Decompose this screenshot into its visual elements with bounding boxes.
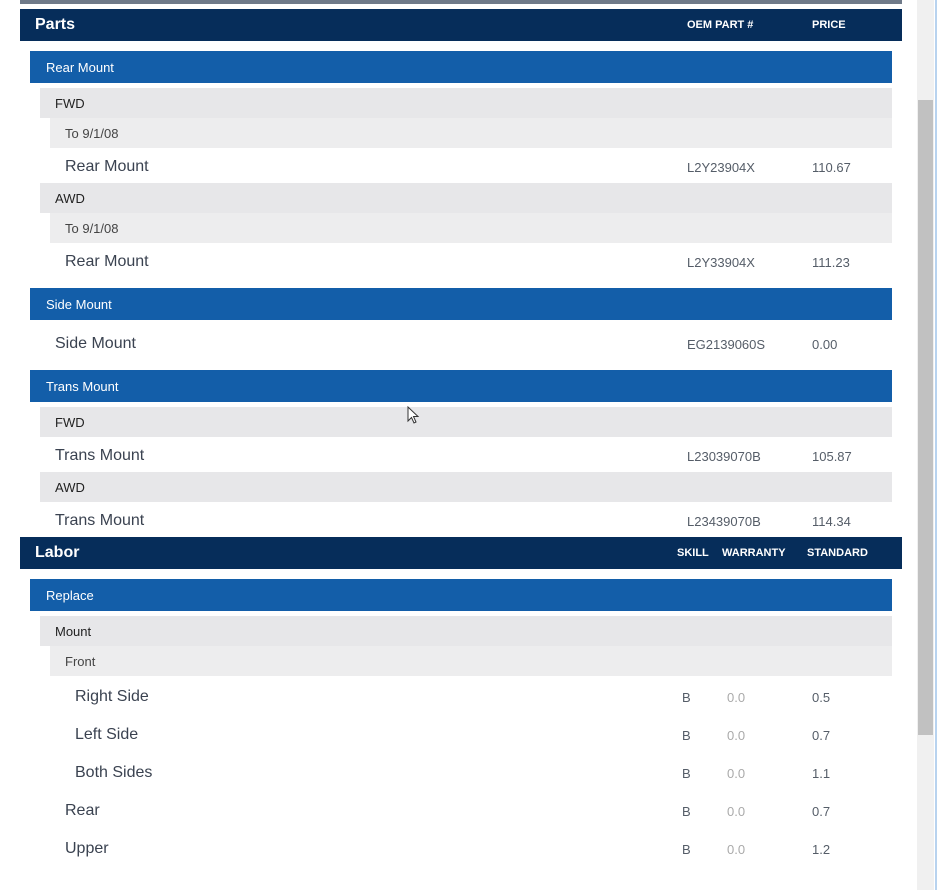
labor-row[interactable]: Left Side B 0.0 0.7 [0,726,910,746]
window-edge [935,0,942,890]
labor-warranty: 0.0 [727,804,746,819]
subgroup-label: To 9/1/08 [65,221,119,236]
col-standard: STANDARD [807,547,868,559]
part-name: Rear Mount [65,253,149,270]
part-row[interactable]: Rear Mount L2Y33904X 111.23 [0,253,910,273]
labor-name: Left Side [75,726,139,743]
group-fwd[interactable]: FWD [40,407,892,437]
section-rear-mount[interactable]: Rear Mount [30,51,892,83]
part-oem: L23039070B [687,449,761,464]
group-fwd[interactable]: FWD [40,88,892,118]
labor-name: Right Side [75,688,149,705]
col-skill: SKILL [677,547,709,559]
section-label: Replace [46,588,94,603]
group-label: FWD [55,96,85,111]
group-label: Mount [55,624,92,639]
group-awd[interactable]: AWD [40,183,892,213]
part-oem: L23439070B [687,514,761,529]
part-oem: L2Y23904X [687,160,755,175]
col-price: PRICE [812,19,846,31]
group-mount[interactable]: Mount [40,616,892,646]
labor-row[interactable]: Rear B 0.0 0.7 [0,802,910,822]
part-row[interactable]: Trans Mount L23039070B 105.87 [0,447,910,467]
part-row[interactable]: Trans Mount L23439070B 114.34 [0,512,910,532]
part-name: Trans Mount [55,447,145,464]
labor-skill: B [682,766,691,781]
labor-warranty: 0.0 [727,766,746,781]
section-label: Trans Mount [46,379,119,394]
part-price: 114.34 [812,514,851,529]
labor-warranty: 0.0 [727,728,746,743]
part-price: 111.23 [812,255,850,270]
labor-row[interactable]: Upper B 0.0 1.2 [0,840,910,860]
group-label: AWD [55,480,85,495]
parts-header: Parts OEM PART # PRICE [20,9,902,41]
part-oem: L2Y33904X [687,255,755,270]
part-price: 0.00 [812,337,838,352]
labor-name: Both Sides [75,764,153,781]
labor-skill: B [682,842,691,857]
group-awd[interactable]: AWD [40,472,892,502]
section-label: Rear Mount [46,60,114,75]
labor-header: Labor SKILL WARRANTY STANDARD [20,537,902,569]
part-name: Trans Mount [55,512,145,529]
labor-skill: B [682,804,691,819]
parts-title: Parts [35,16,76,33]
part-oem: EG2139060S [687,337,766,352]
col-warranty: WARRANTY [722,547,786,559]
part-row[interactable]: Rear Mount L2Y23904X 110.67 [0,158,910,178]
section-side-mount[interactable]: Side Mount [30,288,892,320]
labor-standard: 1.2 [812,842,831,857]
labor-skill: B [682,690,691,705]
group-label: AWD [55,191,85,206]
labor-row[interactable]: Both Sides B 0.0 1.1 [0,764,910,784]
labor-skill: B [682,728,691,743]
part-price: 105.87 [812,449,852,464]
labor-standard: 0.5 [812,690,831,705]
labor-standard: 0.7 [812,728,831,743]
part-price: 110.67 [812,160,851,175]
part-name: Side Mount [55,335,136,352]
subgroup-date[interactable]: To 9/1/08 [50,213,892,243]
labor-standard: 0.7 [812,804,831,819]
labor-name: Upper [65,840,109,857]
labor-row[interactable]: Right Side B 0.0 0.5 [0,688,910,708]
group-label: FWD [55,415,85,430]
labor-warranty: 0.0 [727,690,746,705]
section-label: Side Mount [46,297,112,312]
col-oem-part: OEM PART # [687,19,754,31]
section-replace[interactable]: Replace [30,579,892,611]
labor-title: Labor [35,544,80,561]
labor-name: Rear [65,802,100,819]
subgroup-front[interactable]: Front [50,646,892,676]
part-name: Rear Mount [65,158,149,175]
subgroup-date[interactable]: To 9/1/08 [50,118,892,148]
part-row[interactable]: Side Mount EG2139060S 0.00 [0,335,910,355]
labor-warranty: 0.0 [727,842,746,857]
subgroup-label: To 9/1/08 [65,126,119,141]
scrollbar-thumb[interactable] [918,100,933,735]
top-divider [20,0,902,4]
mouse-cursor-icon [407,406,420,424]
subgroup-label: Front [65,654,96,669]
section-trans-mount[interactable]: Trans Mount [30,370,892,402]
labor-standard: 1.1 [812,766,831,781]
